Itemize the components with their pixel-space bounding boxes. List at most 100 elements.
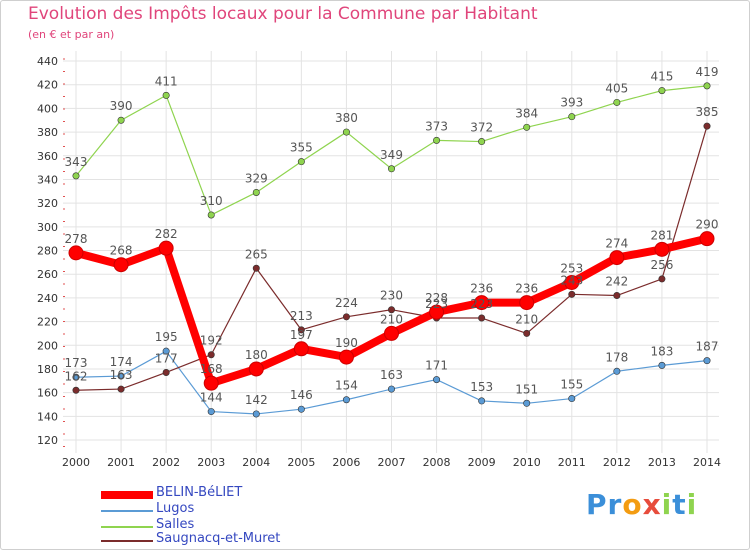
logo-letter: o: [622, 488, 643, 521]
data-point: [658, 87, 666, 95]
data-label: 268: [110, 244, 133, 258]
legend-label: Lugos: [156, 501, 195, 516]
data-point: [478, 314, 486, 322]
data-label: 154: [335, 379, 358, 393]
data-point: [117, 372, 125, 380]
legend-label: Salles: [156, 517, 195, 532]
data-point: [384, 325, 399, 341]
data-point: [207, 408, 215, 416]
data-label: 380: [335, 111, 358, 125]
data-point: [433, 136, 441, 144]
data-point: [338, 349, 354, 365]
y-tick-label: 400: [37, 102, 58, 115]
data-label: 236: [515, 282, 538, 296]
data-point: [658, 361, 666, 369]
data-label: 243: [560, 273, 583, 287]
legend-swatch: [101, 510, 153, 512]
data-label: 174: [110, 355, 133, 369]
y-tick-label: 280: [37, 245, 58, 258]
legend-swatch: [101, 540, 153, 542]
data-point: [609, 250, 625, 266]
data-point: [117, 385, 125, 393]
data-label: 419: [696, 65, 719, 79]
data-label: 281: [650, 228, 673, 242]
data-point: [252, 410, 260, 418]
data-point: [207, 211, 215, 219]
data-label: 256: [650, 258, 673, 272]
y-tick-label: 300: [37, 221, 58, 234]
data-point: [72, 373, 80, 381]
data-label: 230: [380, 289, 403, 303]
logo-letter: r: [607, 488, 623, 521]
x-tick-label: 2003: [197, 456, 225, 469]
data-label: 228: [425, 291, 448, 305]
data-point: [162, 91, 170, 99]
data-label: 210: [380, 312, 403, 326]
data-label: 384: [515, 106, 538, 120]
x-tick-label: 2007: [378, 456, 406, 469]
data-point: [162, 347, 170, 355]
data-point: [613, 292, 621, 300]
data-point: [433, 376, 441, 384]
data-label: 142: [245, 393, 268, 407]
data-label: 329: [245, 171, 268, 185]
data-point: [613, 98, 621, 106]
x-tick-label: 2009: [468, 456, 496, 469]
data-label: 390: [110, 99, 133, 113]
data-label: 278: [65, 232, 88, 246]
data-point: [248, 361, 264, 377]
data-point: [252, 188, 260, 196]
y-tick-label: 260: [37, 268, 58, 281]
data-label: 415: [650, 70, 673, 84]
legend-swatch: [101, 491, 153, 499]
data-label: 385: [696, 105, 719, 119]
data-label: 393: [560, 96, 583, 110]
legend-label: Saugnacq-et-Muret: [156, 531, 281, 546]
data-label: 310: [200, 194, 223, 208]
data-point: [113, 257, 129, 273]
data-point: [207, 351, 215, 359]
x-tick-label: 2005: [287, 456, 315, 469]
data-label: 265: [245, 247, 268, 261]
data-point: [117, 116, 125, 124]
data-label: 282: [155, 227, 178, 241]
y-tick-label: 220: [37, 316, 58, 329]
data-point: [203, 375, 219, 391]
data-label: 178: [605, 350, 628, 364]
y-tick-label: 180: [37, 363, 58, 376]
data-label: 242: [605, 275, 628, 289]
x-tick-label: 2006: [332, 456, 360, 469]
data-point: [654, 241, 670, 257]
x-tick-label: 2012: [603, 456, 631, 469]
data-label: 290: [696, 218, 719, 232]
data-label: 146: [290, 388, 313, 402]
y-tick-label: 240: [37, 292, 58, 305]
y-tick-label: 140: [37, 410, 58, 423]
data-point: [387, 306, 395, 314]
data-label: 405: [605, 81, 628, 95]
data-point: [429, 304, 445, 320]
data-label: 223: [425, 297, 448, 311]
data-point: [703, 82, 711, 90]
logo-letter: x: [642, 488, 662, 521]
data-point: [568, 395, 576, 403]
data-label: 373: [425, 119, 448, 133]
x-tick-label: 2000: [62, 456, 90, 469]
data-label: 372: [470, 121, 493, 135]
data-label: 151: [515, 382, 538, 396]
data-point: [703, 357, 711, 365]
data-label: 349: [380, 148, 403, 162]
x-tick-label: 2008: [423, 456, 451, 469]
data-point: [387, 385, 395, 393]
y-tick-label: 440: [37, 55, 58, 68]
data-label: 171: [425, 359, 448, 373]
logo-letter: t: [672, 488, 687, 521]
data-point: [72, 386, 80, 394]
x-tick-label: 2004: [242, 456, 270, 469]
data-point: [699, 231, 715, 247]
x-tick-label: 2011: [558, 456, 586, 469]
legend-swatch: [101, 526, 153, 528]
data-point: [297, 326, 305, 334]
chart-subtitle: (en € et par an): [28, 28, 115, 41]
